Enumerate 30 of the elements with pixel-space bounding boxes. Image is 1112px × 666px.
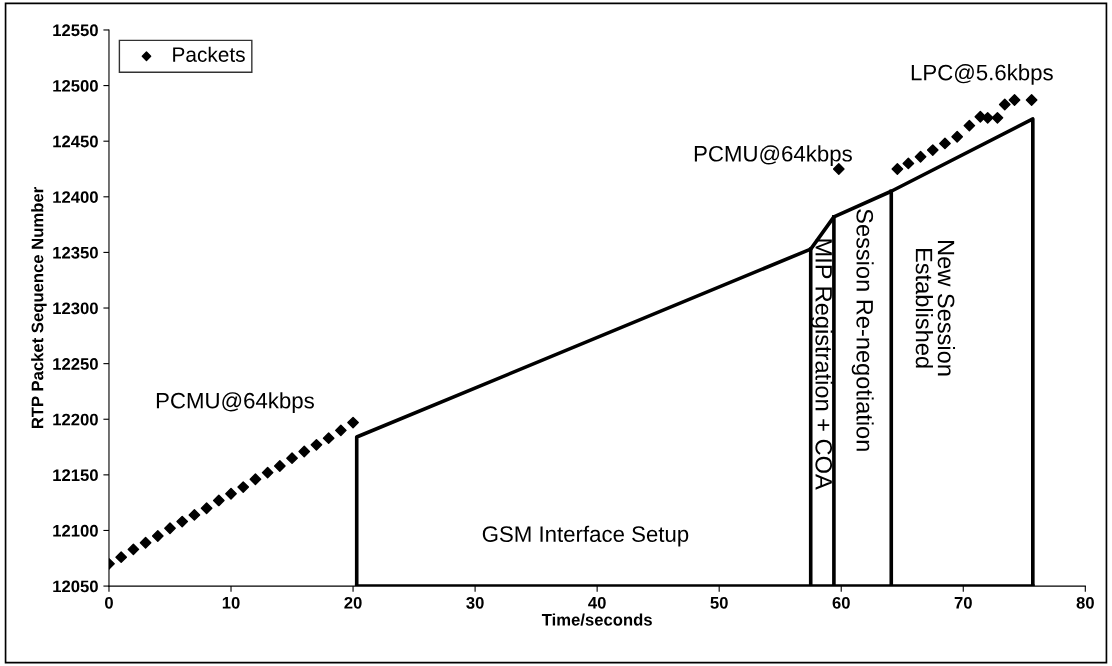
x-tick-label: 70	[954, 596, 972, 609]
y-tick-label: 12350	[53, 246, 98, 259]
x-tick-label: 50	[710, 596, 728, 609]
annotation: GSM Interface Setup	[482, 525, 689, 547]
y-tick-label: 12150	[53, 469, 98, 482]
y-tick-label: 12500	[53, 79, 98, 92]
x-tick-label: 80	[1076, 596, 1094, 609]
y-tick-label: 12250	[53, 358, 98, 370]
x-tick-label: 10	[222, 596, 240, 609]
x-tick-label: 20	[344, 596, 362, 609]
annotation: PCMU@64kbps	[156, 392, 314, 413]
legend-label: Packets	[173, 46, 245, 62]
y-axis-title: RTP Packet Sequence Number	[31, 187, 47, 429]
x-tick-label: 40	[588, 596, 606, 609]
annotation: New Session Established	[915, 241, 956, 376]
y-tick-label: 12050	[53, 580, 98, 593]
x-tick-label: 30	[466, 596, 484, 609]
x-axis-title: Time/seconds	[541, 613, 652, 626]
annotation: Session Re-negotiation	[851, 209, 874, 451]
x-tick-label: 0	[105, 596, 113, 609]
y-tick-label: 12100	[53, 524, 98, 537]
y-tick-label: 12400	[53, 191, 98, 204]
x-tick-label: 60	[832, 596, 850, 609]
annotation: PCMU@64kbps	[694, 145, 852, 167]
y-tick-label: 12550	[53, 24, 98, 37]
y-tick-label: 12200	[53, 413, 98, 426]
y-tick-label: 12300	[53, 302, 98, 315]
annotation: MIP Registration + COA	[810, 239, 833, 490]
annotation: LPC@5.6kbps	[911, 64, 1053, 85]
y-tick-label: 12450	[53, 135, 98, 148]
